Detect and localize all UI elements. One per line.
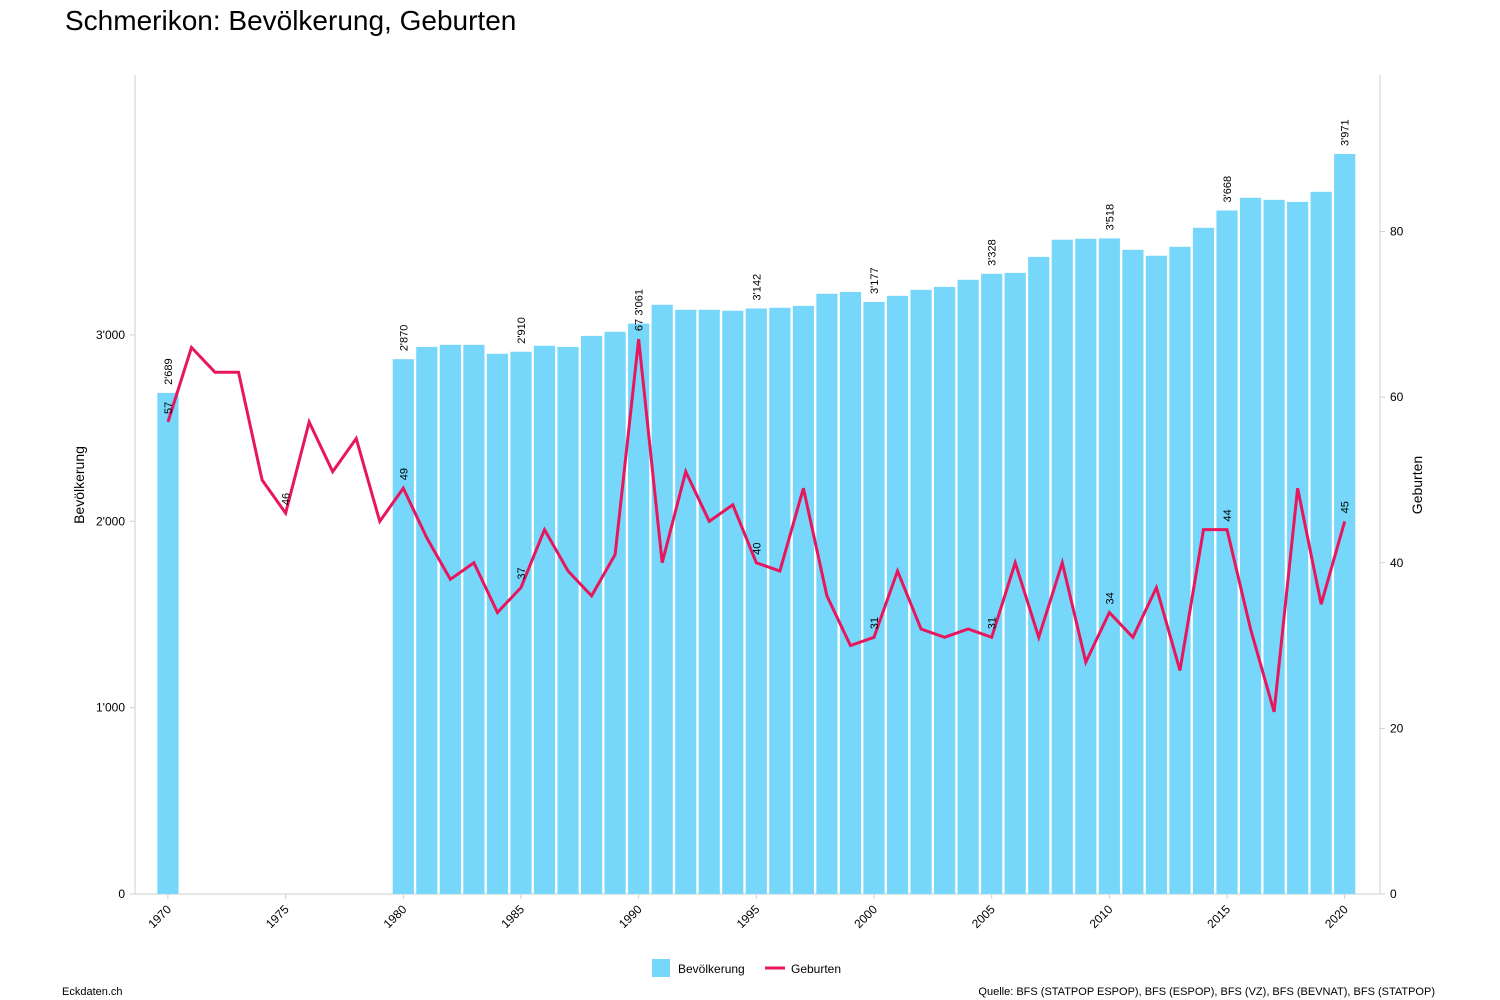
- bar: [157, 392, 179, 894]
- bar: [1287, 201, 1309, 894]
- bar: [1028, 256, 1050, 895]
- bar: [1098, 238, 1120, 894]
- value-label: 31: [869, 617, 881, 629]
- bar: [910, 289, 932, 894]
- y-tick-label: 2'000: [96, 514, 125, 528]
- line: [166, 339, 1347, 713]
- value-label: 3'328: [987, 239, 999, 266]
- x-tick-label: 1995: [734, 902, 763, 931]
- value-label: 3'061: [634, 289, 646, 316]
- bar: [675, 309, 697, 894]
- value-label: 45: [1340, 501, 1352, 513]
- legend-swatch: [652, 959, 670, 977]
- bar: [1122, 249, 1144, 894]
- value-label: 34: [1104, 592, 1116, 604]
- x-tick-label: 2010: [1087, 902, 1116, 931]
- bar: [651, 304, 673, 895]
- value-label: 44: [1222, 509, 1234, 521]
- y-tick-label: 1'000: [96, 701, 125, 715]
- bar: [1075, 238, 1097, 895]
- value-label: 2'689: [163, 358, 175, 385]
- value-label: 3'177: [869, 267, 881, 294]
- y-tick-label: 0: [118, 887, 125, 901]
- y-tick-label: 3'000: [96, 328, 125, 342]
- value-label: 2'870: [398, 325, 410, 352]
- x-tick-label: 1980: [381, 902, 410, 931]
- bar: [957, 279, 979, 894]
- bar: [486, 353, 509, 894]
- bar: [1192, 227, 1215, 894]
- y2-tick-label: 0: [1390, 887, 1397, 901]
- value-label: 31: [987, 617, 999, 629]
- bar: [533, 345, 556, 895]
- footer-right: Quelle: BFS (STATPOP ESPOP), BFS (ESPOP)…: [978, 986, 1435, 998]
- legend-label: Geburten: [791, 962, 841, 976]
- value-label: 40: [751, 543, 763, 555]
- bar: [745, 308, 767, 894]
- y2-axis-label: Geburten: [1409, 456, 1425, 514]
- value-label: 57: [163, 402, 175, 414]
- y2-tick-label: 80: [1390, 225, 1404, 239]
- value-label: 3'518: [1104, 204, 1116, 231]
- value-label: 67: [634, 319, 646, 331]
- bar: [392, 359, 414, 894]
- bar: [439, 344, 461, 894]
- bar: [416, 346, 438, 894]
- bar: [604, 331, 626, 894]
- bar: [792, 305, 814, 894]
- x-tick-label: 1975: [263, 902, 292, 931]
- bar: [628, 323, 650, 895]
- bar: [934, 286, 956, 894]
- value-label: 49: [398, 468, 410, 480]
- value-label: 46: [281, 493, 293, 505]
- bar: [1216, 210, 1238, 894]
- y2-tick-label: 60: [1390, 390, 1404, 404]
- value-label: 3'668: [1222, 176, 1234, 203]
- legend-label: Bevölkerung: [678, 962, 745, 976]
- x-tick-label: 2015: [1204, 902, 1233, 931]
- x-tick-label: 2005: [969, 902, 998, 931]
- bar: [1004, 272, 1026, 894]
- bar: [557, 346, 579, 894]
- bar: [698, 309, 720, 894]
- bar: [981, 273, 1003, 894]
- bar: [463, 344, 485, 894]
- bar: [1145, 255, 1168, 894]
- bar: [1263, 199, 1285, 894]
- bar: [722, 310, 744, 895]
- value-label: 3'971: [1340, 119, 1352, 146]
- x-tick-label: 1970: [145, 902, 174, 931]
- bar: [863, 301, 885, 894]
- bar: [1169, 246, 1191, 894]
- y-axis-label: Bevölkerung: [71, 446, 87, 524]
- value-label: 2'910: [516, 317, 528, 344]
- chart-title: Schmerikon: Bevölkerung, Geburten: [65, 5, 516, 36]
- value-label: 3'142: [751, 274, 763, 301]
- x-tick-label: 2000: [851, 902, 880, 931]
- bar: [510, 351, 532, 895]
- bar: [769, 307, 791, 895]
- y2-tick-label: 20: [1390, 721, 1404, 735]
- bar: [839, 291, 862, 895]
- bar: [1239, 197, 1262, 894]
- x-tick-label: 1985: [498, 902, 527, 931]
- x-tick-label: 1990: [616, 902, 645, 931]
- footer-left: Eckdaten.ch: [62, 986, 123, 998]
- bar: [580, 335, 603, 895]
- bar: [886, 295, 909, 895]
- y2-tick-label: 40: [1390, 556, 1404, 570]
- value-label: 37: [516, 567, 528, 579]
- x-tick-label: 2020: [1322, 902, 1351, 931]
- bar: [1310, 191, 1332, 894]
